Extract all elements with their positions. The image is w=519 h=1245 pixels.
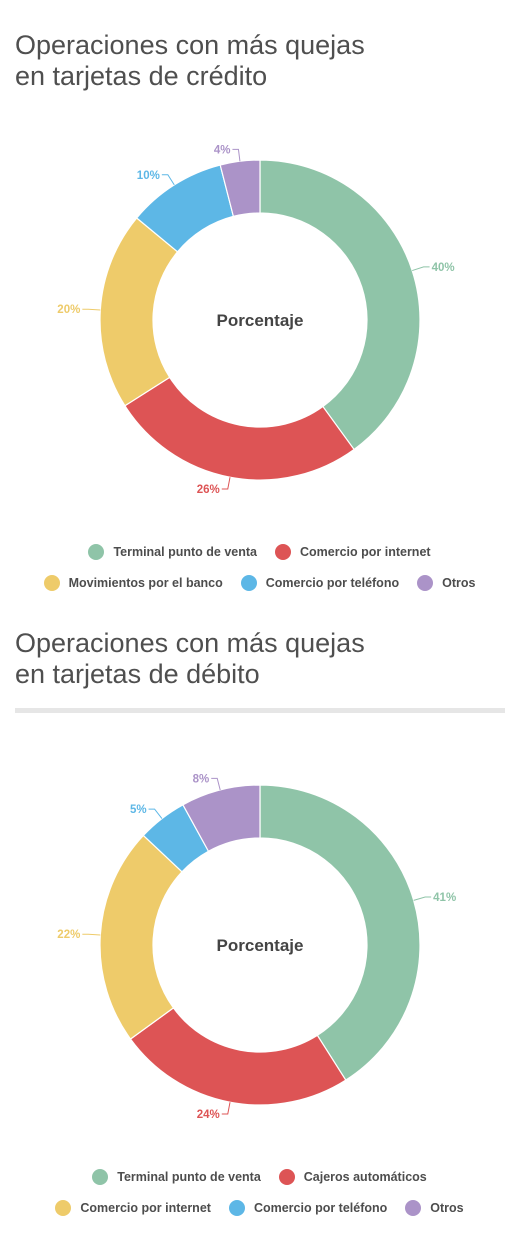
legend-label: Otros bbox=[430, 1201, 464, 1215]
chart-title-line: Operaciones con más quejas bbox=[15, 628, 365, 658]
slice-value-label: 10% bbox=[137, 170, 160, 182]
chart-legend: Terminal punto de venta Comercio por inte… bbox=[0, 542, 519, 604]
legend-row: Terminal punto de venta Cajeros automátic… bbox=[0, 1167, 519, 1187]
legend-swatch bbox=[92, 1169, 109, 1185]
legend-swatch bbox=[55, 1200, 72, 1216]
legend-swatch bbox=[43, 575, 60, 591]
legend-item[interactable]: Comercio por teléfono bbox=[240, 575, 400, 591]
legend-item[interactable]: Movimientos por el banco bbox=[43, 575, 223, 591]
legend-item[interactable]: Comercio por internet bbox=[55, 1200, 211, 1216]
chart-title: Operaciones con más quejas en tarjetas d… bbox=[15, 30, 365, 92]
legend-item[interactable]: Otros bbox=[405, 1200, 464, 1216]
donut-slice[interactable] bbox=[182, 784, 261, 853]
chart-title: Operaciones con más quejas en tarjetas d… bbox=[15, 628, 365, 690]
leader-line bbox=[82, 933, 101, 936]
legend-label: Comercio por teléfono bbox=[253, 1201, 388, 1215]
donut-chart: 41% 24% 22% 5% 8% Porcentaje bbox=[57, 773, 456, 1121]
legend-label: Otros bbox=[442, 576, 476, 590]
chart-legend: Terminal punto de venta Cajeros automátic… bbox=[0, 1167, 519, 1229]
legend-swatch bbox=[88, 544, 105, 560]
donut-slice[interactable] bbox=[219, 159, 261, 218]
leader-line bbox=[412, 266, 430, 272]
donut-center-label: Porcentaje bbox=[217, 311, 304, 330]
leader-line bbox=[82, 308, 101, 311]
chart-title-line: en tarjetas de crédito bbox=[15, 61, 268, 91]
slice-value-label: 20% bbox=[57, 304, 80, 316]
legend-label: Terminal punto de venta bbox=[113, 545, 257, 559]
leader-line bbox=[221, 477, 231, 490]
legend-item[interactable]: Terminal punto de venta bbox=[92, 1169, 261, 1185]
slice-value-label: 26% bbox=[197, 484, 220, 496]
leader-line bbox=[148, 808, 163, 819]
legend-label: Cajeros automáticos bbox=[303, 1170, 427, 1184]
section-divider bbox=[15, 708, 505, 713]
slice-value-label: 22% bbox=[57, 929, 80, 941]
legend-item[interactable]: Otros bbox=[417, 575, 475, 591]
chart-section-credito: Operaciones con más quejas en tarjetas d… bbox=[0, 0, 519, 610]
donut-slice[interactable] bbox=[99, 834, 183, 1040]
slice-value-label: 40% bbox=[432, 262, 455, 274]
legend-swatch bbox=[240, 575, 257, 591]
legend-label: Terminal punto de venta bbox=[117, 1170, 261, 1184]
legend-row: Terminal punto de venta Comercio por inte… bbox=[0, 542, 519, 562]
legend-label: Comercio por internet bbox=[80, 1201, 211, 1215]
legend-swatch bbox=[417, 575, 434, 591]
leader-line bbox=[221, 1102, 231, 1115]
donut-slice[interactable] bbox=[129, 1007, 347, 1106]
donut-chart: 40% 26% 20% 10% 4% Porcentaje bbox=[57, 144, 455, 496]
legend-item[interactable]: Comercio por teléfono bbox=[228, 1200, 388, 1216]
legend-swatch bbox=[405, 1200, 422, 1216]
leader-line bbox=[211, 777, 221, 791]
slice-value-label: 4% bbox=[214, 144, 231, 156]
legend-label: Comercio por internet bbox=[299, 545, 431, 559]
slice-value-label: 41% bbox=[433, 892, 456, 904]
slice-value-label: 24% bbox=[197, 1109, 220, 1121]
legend-row: Comercio por internet Comercio por teléfo… bbox=[0, 1198, 519, 1218]
legend-label: Movimientos por el banco bbox=[68, 576, 223, 590]
legend-item[interactable]: Cajeros automáticos bbox=[278, 1169, 427, 1185]
chart-title-line: Operaciones con más quejas bbox=[15, 30, 365, 60]
legend-item[interactable]: Terminal punto de venta bbox=[88, 544, 257, 560]
chart-title-line: en tarjetas de débito bbox=[15, 659, 260, 689]
leader-line bbox=[161, 174, 175, 186]
donut-center-label: Porcentaje bbox=[217, 936, 304, 955]
slice-value-label: 8% bbox=[193, 773, 210, 785]
donut-slice[interactable] bbox=[259, 159, 421, 451]
legend-swatch bbox=[228, 1200, 245, 1216]
leader-line bbox=[232, 148, 241, 162]
legend-row: Movimientos por el banco Comercio por tel… bbox=[0, 573, 519, 593]
legend-label: Comercio por teléfono bbox=[265, 576, 400, 590]
legend-swatch bbox=[278, 1169, 295, 1185]
legend-swatch bbox=[274, 544, 291, 560]
leader-line bbox=[413, 896, 432, 901]
legend-item[interactable]: Comercio por internet bbox=[274, 544, 431, 560]
slice-value-label: 5% bbox=[130, 804, 147, 816]
donut-slice[interactable] bbox=[259, 784, 421, 1081]
